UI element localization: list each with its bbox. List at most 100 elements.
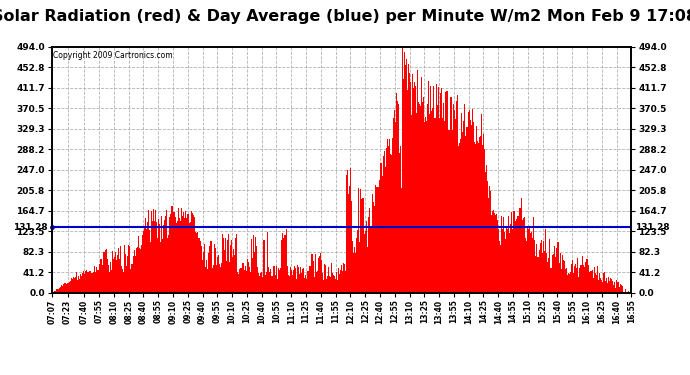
Bar <box>182 216 184 292</box>
Bar <box>332 273 333 292</box>
Bar <box>294 266 295 292</box>
Bar <box>276 266 277 292</box>
Bar <box>317 271 318 292</box>
Bar <box>428 114 430 292</box>
Bar <box>536 244 538 292</box>
Bar <box>170 214 172 292</box>
Bar <box>348 194 349 292</box>
Bar <box>504 239 506 292</box>
Bar <box>213 265 214 292</box>
Bar <box>296 279 297 292</box>
Bar <box>520 211 522 292</box>
Bar <box>263 240 264 292</box>
Bar <box>558 242 559 292</box>
Bar <box>455 119 456 292</box>
Bar <box>217 257 218 292</box>
Bar <box>155 210 156 292</box>
Bar <box>78 276 79 292</box>
Bar <box>126 266 127 292</box>
Bar <box>493 210 494 292</box>
Bar <box>547 262 548 292</box>
Bar <box>320 253 322 292</box>
Bar <box>496 214 497 292</box>
Bar <box>88 272 89 292</box>
Bar <box>327 276 328 292</box>
Bar <box>513 210 515 292</box>
Bar <box>413 88 414 292</box>
Bar <box>577 258 578 292</box>
Bar <box>571 264 572 292</box>
Bar <box>510 224 511 292</box>
Bar <box>195 232 196 292</box>
Bar <box>554 246 555 292</box>
Bar <box>292 275 293 292</box>
Bar <box>458 146 460 292</box>
Bar <box>142 236 143 292</box>
Bar <box>234 255 235 292</box>
Bar <box>133 256 134 292</box>
Bar <box>402 47 403 292</box>
Bar <box>465 136 466 292</box>
Bar <box>522 220 524 292</box>
Bar <box>582 265 584 292</box>
Bar <box>359 189 361 292</box>
Bar <box>226 261 227 292</box>
Bar <box>246 272 248 292</box>
Bar <box>212 268 213 292</box>
Bar <box>362 198 363 292</box>
Bar <box>342 271 343 292</box>
Bar <box>544 251 545 292</box>
Bar <box>244 274 246 292</box>
Bar <box>181 208 182 292</box>
Bar <box>189 223 190 292</box>
Bar <box>591 271 593 292</box>
Bar <box>356 238 357 292</box>
Bar <box>495 215 496 292</box>
Bar <box>215 248 216 292</box>
Bar <box>419 104 420 292</box>
Bar <box>80 274 81 292</box>
Bar <box>151 211 152 292</box>
Bar <box>70 281 71 292</box>
Bar <box>158 219 159 292</box>
Bar <box>562 255 563 292</box>
Bar <box>364 234 365 292</box>
Bar <box>484 149 485 292</box>
Bar <box>418 102 419 292</box>
Bar <box>414 82 415 292</box>
Bar <box>545 229 546 292</box>
Bar <box>164 220 165 292</box>
Bar <box>604 272 605 292</box>
Bar <box>251 240 253 292</box>
Bar <box>72 279 73 292</box>
Bar <box>208 253 209 292</box>
Bar <box>308 271 310 292</box>
Bar <box>186 218 187 292</box>
Bar <box>138 236 139 292</box>
Bar <box>559 263 560 292</box>
Bar <box>207 269 208 292</box>
Bar <box>337 280 338 292</box>
Bar <box>219 264 220 292</box>
Bar <box>204 244 205 292</box>
Bar <box>563 260 564 292</box>
Bar <box>394 110 395 292</box>
Bar <box>57 289 58 292</box>
Bar <box>315 254 317 292</box>
Bar <box>334 276 335 292</box>
Bar <box>396 93 397 292</box>
Bar <box>51 291 52 292</box>
Bar <box>146 229 147 292</box>
Bar <box>486 165 487 292</box>
Text: Copyright 2009 Cartronics.com: Copyright 2009 Cartronics.com <box>54 51 173 60</box>
Bar <box>156 222 157 292</box>
Bar <box>97 270 99 292</box>
Bar <box>76 272 77 292</box>
Bar <box>329 276 331 292</box>
Bar <box>386 148 387 292</box>
Bar <box>324 264 325 292</box>
Bar <box>616 280 617 292</box>
Bar <box>566 275 568 292</box>
Bar <box>439 118 440 292</box>
Bar <box>56 289 57 292</box>
